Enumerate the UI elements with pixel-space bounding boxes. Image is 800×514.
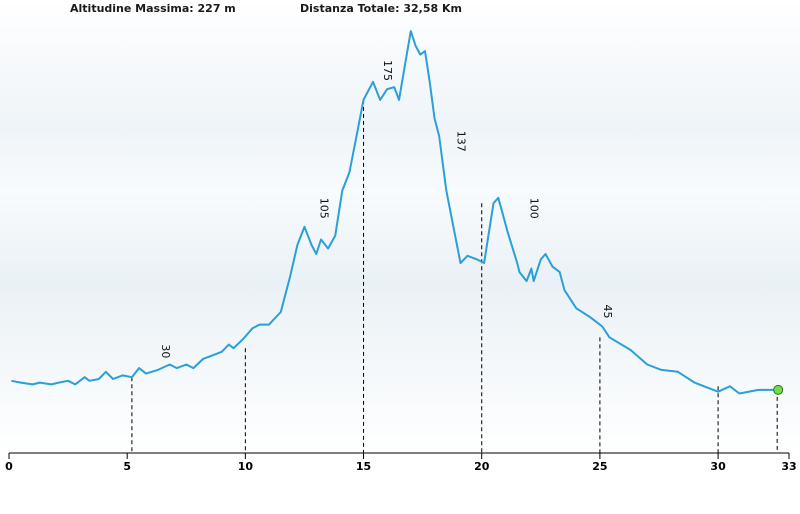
drop-lines: [131, 99, 778, 453]
series-layer: [11, 30, 784, 395]
annotation-labels: 30 105 175 137 100 45: [159, 60, 614, 358]
total-distance-text: Distanza Totale: 32,58 Km: [300, 2, 462, 15]
annotation-label: 30: [159, 344, 172, 358]
x-tick-label: 15: [356, 460, 371, 473]
annotation-label: 175: [381, 60, 394, 81]
x-tick-label: 25: [592, 460, 607, 473]
annotation-label: 100: [528, 198, 541, 219]
max-altitude-text: Altitudine Massima: 227 m: [70, 2, 236, 15]
x-tick-label: 33: [781, 460, 796, 473]
x-tick-label: 5: [123, 460, 131, 473]
annotation-label: 137: [454, 131, 467, 152]
end-point-marker: [773, 384, 784, 395]
annotation-label: 45: [601, 304, 614, 318]
x-tick-label: 20: [474, 460, 490, 473]
x-tick-label: 10: [238, 460, 254, 473]
x-axis: 0 5 10 15 20 25 30 33: [5, 452, 797, 473]
x-tick-label: 0: [5, 460, 13, 473]
plot-background: [0, 0, 800, 455]
elevation-line: [11, 30, 778, 395]
x-tick-label: 30: [710, 460, 726, 473]
annotation-label: 105: [317, 198, 330, 219]
